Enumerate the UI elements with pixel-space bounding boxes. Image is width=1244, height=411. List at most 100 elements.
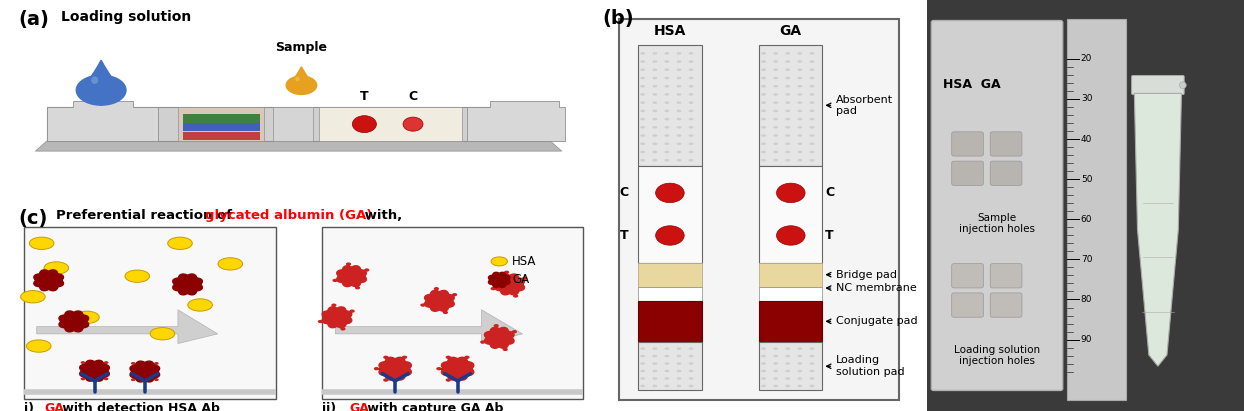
Ellipse shape [641,362,646,365]
Text: Loading solution
injection holes: Loading solution injection holes [954,345,1040,366]
Ellipse shape [652,347,657,350]
Ellipse shape [677,385,682,387]
Ellipse shape [797,143,802,145]
Ellipse shape [677,102,682,104]
Text: with capture GA Ab: with capture GA Ab [363,402,503,411]
Text: C: C [620,187,628,199]
Ellipse shape [652,93,657,96]
Ellipse shape [664,52,669,55]
Ellipse shape [346,262,351,266]
Ellipse shape [218,258,243,270]
Ellipse shape [785,159,790,162]
Ellipse shape [44,262,68,274]
Ellipse shape [364,268,369,272]
Ellipse shape [689,355,694,358]
Ellipse shape [641,60,646,63]
Polygon shape [484,328,514,348]
Ellipse shape [652,362,657,365]
Ellipse shape [761,118,766,120]
Ellipse shape [491,257,508,266]
Text: i): i) [24,402,39,411]
Ellipse shape [689,118,694,120]
Text: 60: 60 [1081,215,1092,224]
Ellipse shape [664,159,669,162]
Ellipse shape [810,77,815,79]
Ellipse shape [154,362,159,365]
Ellipse shape [664,118,669,120]
Ellipse shape [103,361,108,364]
Ellipse shape [677,134,682,137]
Ellipse shape [168,237,193,249]
Ellipse shape [785,69,790,71]
Ellipse shape [494,324,499,327]
Ellipse shape [689,60,694,63]
Ellipse shape [652,60,657,63]
Text: 80: 80 [1081,295,1092,304]
Ellipse shape [677,347,682,350]
Ellipse shape [774,126,779,129]
Text: 20: 20 [1081,54,1092,63]
Ellipse shape [522,277,527,280]
Ellipse shape [689,347,694,350]
Ellipse shape [480,340,485,344]
Text: 40: 40 [1081,134,1092,143]
Text: GA: GA [780,24,802,38]
Ellipse shape [689,370,694,372]
Ellipse shape [761,347,766,350]
Polygon shape [489,272,510,287]
FancyBboxPatch shape [990,263,1021,288]
Polygon shape [336,310,522,344]
Ellipse shape [664,85,669,88]
Ellipse shape [664,134,669,137]
Ellipse shape [774,93,779,96]
Ellipse shape [689,143,694,145]
Ellipse shape [677,69,682,71]
Ellipse shape [652,151,657,153]
Ellipse shape [761,52,766,55]
Ellipse shape [689,77,694,79]
Ellipse shape [785,355,790,358]
Ellipse shape [641,355,646,358]
Ellipse shape [641,126,646,129]
Ellipse shape [810,385,815,387]
Ellipse shape [677,143,682,145]
Ellipse shape [443,311,448,314]
FancyBboxPatch shape [932,21,1062,390]
Ellipse shape [641,134,646,137]
Ellipse shape [341,327,346,330]
Ellipse shape [664,77,669,79]
Ellipse shape [810,151,815,153]
Ellipse shape [641,159,646,162]
FancyBboxPatch shape [638,45,702,166]
Text: HSA: HSA [513,255,536,268]
Ellipse shape [797,110,802,112]
Ellipse shape [810,102,815,104]
Ellipse shape [664,126,669,129]
Ellipse shape [81,377,86,380]
Ellipse shape [131,362,136,365]
Text: 30: 30 [1081,95,1092,104]
Ellipse shape [774,118,779,120]
Ellipse shape [810,126,815,129]
Ellipse shape [774,110,779,112]
Text: C: C [408,90,418,103]
Ellipse shape [774,134,779,137]
Ellipse shape [350,309,355,313]
Ellipse shape [652,102,657,104]
Ellipse shape [810,52,815,55]
Ellipse shape [761,85,766,88]
Ellipse shape [677,355,682,358]
Ellipse shape [664,110,669,112]
Text: (c): (c) [19,209,47,228]
FancyBboxPatch shape [990,161,1021,185]
Ellipse shape [774,102,779,104]
Ellipse shape [445,356,450,359]
Ellipse shape [30,237,53,249]
Ellipse shape [810,60,815,63]
Ellipse shape [797,69,802,71]
Text: T: T [825,229,833,242]
FancyBboxPatch shape [759,45,822,166]
Ellipse shape [797,151,802,153]
FancyBboxPatch shape [759,287,822,300]
Ellipse shape [664,102,669,104]
